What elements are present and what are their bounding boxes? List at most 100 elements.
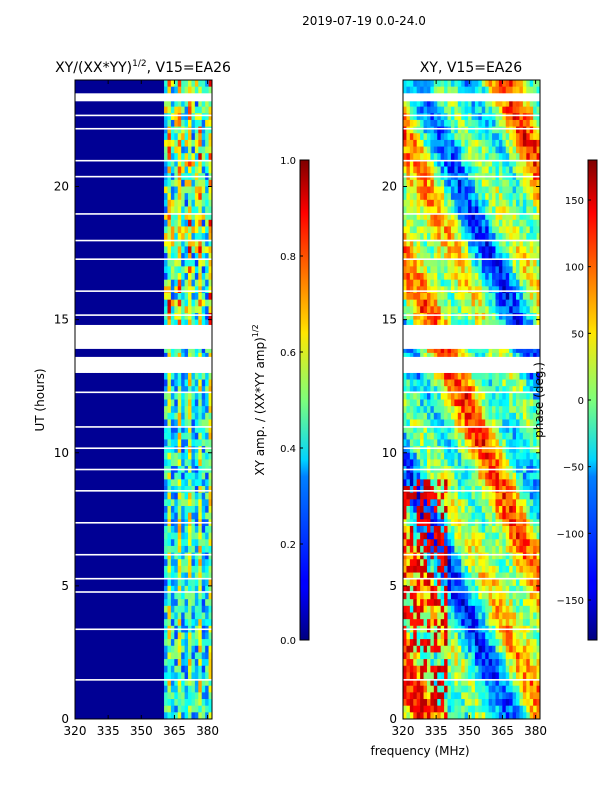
heatmap-cell [416,226,421,234]
heatmap-cell [167,406,172,414]
heatmap-cell [81,179,86,187]
heatmap-cell [433,179,438,187]
heatmap-cell [516,253,520,261]
heatmap-cell [181,246,186,254]
heatmap-cell [461,179,466,187]
heatmap-cell [481,106,486,114]
heatmap-cell [205,312,210,321]
heatmap-cell [181,419,186,427]
heatmap-cell [181,446,186,454]
heatmap-cell [177,319,182,327]
heatmap-cell [191,506,196,514]
heatmap-cell [191,86,196,94]
heatmap-cell [194,179,199,187]
heatmap-cell [143,692,148,700]
heatmap-cell [153,233,158,241]
heatmap-cell [143,219,148,227]
heatmap-cell [447,239,452,247]
heatmap-cell [164,139,168,148]
heatmap-cell [495,80,500,88]
heatmap-cell [105,446,110,454]
heatmap-cell [78,352,83,361]
heatmap-cell [457,133,462,141]
heatmap-cell [122,585,127,594]
heatmap-cell [153,153,158,161]
heatmap-cell [105,479,110,487]
heatmap-cell [150,179,155,187]
heatmap-cell [198,679,203,687]
heatmap-cell [126,692,131,700]
heatmap-cell [174,239,179,247]
heatmap-cell [140,266,144,274]
heatmap-cell [150,665,155,673]
heatmap-cell [423,166,428,174]
heatmap-cell [181,219,186,227]
heatmap-cell [184,179,189,187]
heatmap-cell [140,379,144,387]
heatmap-cell [133,572,138,580]
heatmap-cell [177,499,182,507]
heatmap-cell [119,559,124,567]
heatmap-cell [160,99,165,108]
heatmap-cell [440,179,445,187]
heatmap-cell [174,659,179,667]
heatmap-cell [440,293,445,301]
heatmap-cell [450,219,455,227]
heatmap-cell [98,685,103,693]
heatmap-cell [492,279,496,287]
heatmap-cell [464,126,469,134]
heatmap-cell [505,226,510,234]
heatmap-cell [126,219,131,227]
heatmap-cell [533,153,538,161]
heatmap-cell [85,319,90,327]
heatmap-cell [78,592,83,600]
heatmap-cell [160,266,165,274]
heatmap-cell [533,253,538,261]
heatmap-cell [150,446,155,454]
heatmap-cell [136,499,141,507]
heatmap-cell [136,692,141,700]
heatmap-cell [112,419,117,427]
heatmap-cell [160,159,165,168]
heatmap-cell [457,113,462,121]
heatmap-cell [181,106,186,114]
heatmap-cell [208,253,212,261]
heatmap-cell [191,539,196,547]
heatmap-cell [440,159,445,168]
heatmap-cell [416,253,421,261]
heatmap-cell [150,705,155,713]
heatmap-cell [92,226,97,234]
heatmap-cell [122,219,127,227]
heatmap-cell [95,319,100,327]
heatmap-cell [194,266,199,274]
heatmap-cell [512,219,517,227]
heatmap-cell [478,286,483,294]
heatmap-cell [116,452,121,460]
heatmap-cell [536,286,540,294]
heatmap-cell [426,273,431,281]
heatmap-cell [208,446,212,454]
heatmap-cell [98,592,103,600]
heatmap-cell [495,246,500,254]
heatmap-cell [174,599,179,607]
heatmap-cell [406,266,411,274]
heatmap-cell [529,119,534,128]
heatmap-cell [468,153,472,161]
heatmap-cell [150,506,155,514]
heatmap-cell [164,179,168,187]
heatmap-cell [150,246,155,254]
heatmap-cell [201,139,206,148]
heatmap-cell [502,139,507,148]
heatmap-cell [133,406,138,414]
heatmap-cell [208,126,212,134]
heatmap-cell [136,705,141,713]
heatmap-cell [119,239,124,247]
heatmap-cell [409,199,414,207]
heatmap-cell [181,226,186,234]
heatmap-cell [167,472,172,480]
heatmap-cell [194,552,199,560]
heatmap-cell [205,432,210,440]
heatmap-cell [471,213,476,221]
heatmap-cell [136,293,141,301]
heatmap-cell [478,80,483,88]
